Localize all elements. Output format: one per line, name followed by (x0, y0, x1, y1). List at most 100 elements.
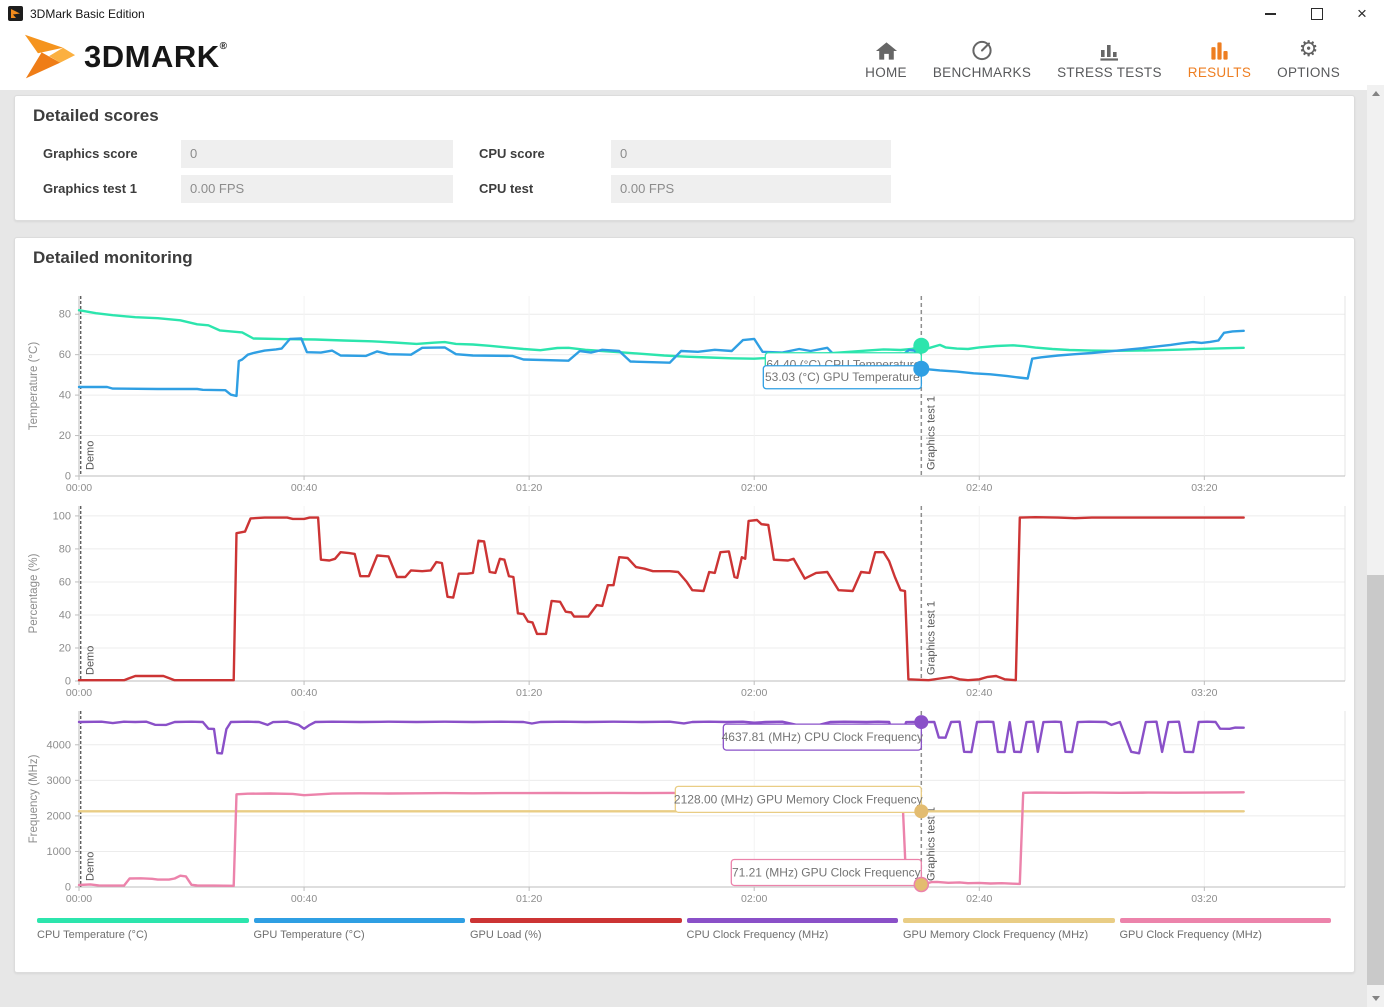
svg-text:02:00: 02:00 (741, 687, 767, 699)
legend-swatch (686, 918, 898, 923)
graphics-score-label: Graphics score (43, 146, 138, 161)
svg-text:Demo: Demo (85, 852, 97, 881)
nav-label: RESULTS (1187, 65, 1252, 80)
svg-text:1000: 1000 (47, 846, 71, 858)
svg-text:03:20: 03:20 (1191, 482, 1217, 494)
home-icon (875, 36, 898, 61)
legend-item-cpu-clock[interactable]: CPU Clock Frequency (MHz) (686, 918, 898, 941)
nav-item-home[interactable]: HOME (865, 36, 907, 80)
svg-text:60: 60 (59, 349, 71, 361)
bar-chart-icon (1098, 36, 1120, 61)
svg-text:Demo: Demo (85, 646, 97, 675)
svg-text:Demo: Demo (85, 441, 97, 470)
detailed-scores-card: Detailed scores Graphics score 0 CPU sco… (14, 95, 1355, 221)
svg-text:00:00: 00:00 (66, 482, 92, 494)
brand-wordmark: 3DMARK® (84, 39, 228, 74)
legend-item-gpu-memory-clock[interactable]: GPU Memory Clock Frequency (MHz) (903, 918, 1115, 941)
legend-label: GPU Clock Frequency (MHz) (1119, 929, 1262, 941)
svg-text:03:20: 03:20 (1191, 893, 1217, 905)
svg-text:4000: 4000 (47, 739, 71, 751)
cpu-test-label: CPU test (479, 181, 534, 196)
svg-text:01:20: 01:20 (516, 687, 542, 699)
nav-label: HOME (865, 65, 907, 80)
maximize-button[interactable] (1301, 0, 1333, 28)
frequency-chart[interactable]: 0 1000 2000 3000 4000 00:00 00:40 01:20 02:00 02:… (15, 704, 1356, 906)
detailed-monitoring-card: Detailed monitoring 0 20 40 60 80 00:00 00:40 0… (14, 237, 1355, 973)
svg-text:03:20: 03:20 (1191, 687, 1217, 699)
svg-text:00:40: 00:40 (291, 687, 317, 699)
legend-swatch (37, 918, 249, 923)
svg-text:3000: 3000 (47, 775, 71, 787)
svg-text:20: 20 (59, 430, 71, 442)
legend-label: GPU Temperature (°C) (253, 929, 365, 941)
gear-icon: ⚙ (1298, 36, 1319, 61)
svg-text:53.03 (°C) GPU Temperature: 53.03 (°C) GPU Temperature (765, 370, 920, 384)
app-icon (8, 6, 23, 21)
scrollbar-thumb[interactable] (1367, 575, 1384, 985)
cpu-score-value: 0 (611, 140, 891, 168)
gpu-load-chart[interactable]: 0 20 40 60 80 100 00:00 00:40 01:20 02:00 02:40 03:… (15, 499, 1356, 699)
svg-text:Graphics test 1: Graphics test 1 (925, 601, 937, 675)
svg-text:00:00: 00:00 (66, 687, 92, 699)
temperature-chart[interactable]: 0 20 40 60 80 00:00 00:40 01:20 02:00 02:40 03:20 T… (15, 284, 1356, 496)
svg-text:100: 100 (53, 510, 71, 522)
svg-text:20: 20 (59, 642, 71, 654)
svg-text:0: 0 (65, 676, 71, 688)
brand-logo: 3DMARK® (24, 32, 228, 82)
legend-swatch (1119, 918, 1331, 923)
chart-legend: CPU Temperature (°C) GPU Temperature (°C… (37, 918, 1331, 941)
3dmark-flare-icon (24, 34, 76, 79)
scroll-up-arrow-icon[interactable] (1372, 91, 1380, 96)
svg-text:40: 40 (59, 390, 71, 402)
cpu-test-value: 0.00 FPS (611, 175, 891, 203)
legend-item-gpu-clock[interactable]: GPU Clock Frequency (MHz) (1119, 918, 1331, 941)
detailed-scores-title: Detailed scores (33, 106, 159, 125)
nav-item-results[interactable]: RESULTS (1188, 36, 1251, 80)
svg-text:80: 80 (59, 543, 71, 555)
legend-item-cpu-temperature[interactable]: CPU Temperature (°C) (37, 918, 249, 941)
close-button[interactable]: × (1346, 0, 1378, 28)
scroll-down-arrow-icon[interactable] (1372, 996, 1380, 1001)
svg-text:02:40: 02:40 (966, 482, 992, 494)
svg-text:2128.00 (MHz) GPU Memory Clock: 2128.00 (MHz) GPU Memory Clock Frequency (674, 792, 923, 806)
legend-item-gpu-temperature[interactable]: GPU Temperature (°C) (253, 918, 465, 941)
svg-text:02:40: 02:40 (966, 893, 992, 905)
svg-text:0: 0 (65, 882, 71, 894)
legend-label: CPU Clock Frequency (MHz) (686, 929, 829, 941)
nav-item-benchmarks[interactable]: BENCHMARKS (933, 36, 1031, 80)
svg-text:00:40: 00:40 (291, 482, 317, 494)
svg-text:Graphics test 1: Graphics test 1 (925, 396, 937, 470)
nav-label: STRESS TESTS (1057, 65, 1162, 80)
nav-item-stress-tests[interactable]: STRESS TESTS (1057, 36, 1162, 80)
svg-text:Graphics test 1: Graphics test 1 (925, 807, 937, 881)
svg-text:4637.81 (MHz) CPU Clock Freque: 4637.81 (MHz) CPU Clock Frequency (722, 730, 923, 744)
cpu-score-label: CPU score (479, 146, 545, 161)
main-nav: HOME BENCHMARKS STRESS TESTS RESULTS ⚙ O… (865, 36, 1340, 81)
minimize-button[interactable] (1254, 0, 1286, 28)
legend-label: CPU Temperature (°C) (37, 929, 148, 941)
svg-text:2000: 2000 (47, 810, 71, 822)
graphics-test1-value: 0.00 FPS (181, 175, 453, 203)
graphics-test1-label: Graphics test 1 (43, 181, 137, 196)
title-bar: 3DMark Basic Edition × (0, 0, 1384, 28)
svg-text:0: 0 (65, 471, 71, 483)
maximize-icon (1311, 8, 1323, 20)
nav-label: BENCHMARKS (932, 65, 1032, 80)
svg-text:00:00: 00:00 (66, 893, 92, 905)
legend-item-gpu-load[interactable]: GPU Load (%) (470, 918, 682, 941)
legend-swatch (470, 918, 682, 923)
close-icon: × (1357, 4, 1367, 23)
legend-label: GPU Memory Clock Frequency (MHz) (903, 929, 1089, 941)
app-header: 3DMARK® HOME BENCHMARKS STRESS TESTS RES… (0, 28, 1384, 90)
legend-swatch (253, 918, 465, 923)
graphics-score-value: 0 (181, 140, 453, 168)
svg-text:01:20: 01:20 (516, 893, 542, 905)
svg-text:80: 80 (59, 309, 71, 321)
svg-text:Percentage (%): Percentage (%) (28, 553, 40, 633)
svg-text:02:40: 02:40 (966, 687, 992, 699)
svg-text:40: 40 (59, 609, 71, 621)
svg-text:00:40: 00:40 (291, 893, 317, 905)
nav-item-options[interactable]: ⚙ OPTIONS (1277, 36, 1340, 81)
svg-text:02:00: 02:00 (741, 893, 767, 905)
minimize-icon (1264, 13, 1276, 15)
